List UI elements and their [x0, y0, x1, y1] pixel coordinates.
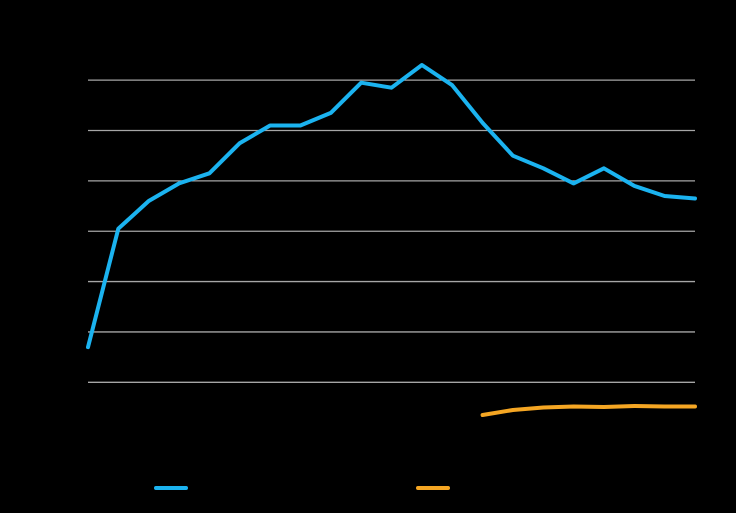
- series-lines: [86, 63, 697, 417]
- legend-item-series-1: [154, 476, 188, 500]
- series-line-2: [480, 404, 697, 417]
- series-line-1: [86, 63, 697, 350]
- gridlines: [88, 79, 695, 383]
- legend-item-series-2: [416, 476, 450, 500]
- legend-swatch-series-1: [154, 486, 188, 490]
- legend-swatch-series-2: [416, 486, 450, 490]
